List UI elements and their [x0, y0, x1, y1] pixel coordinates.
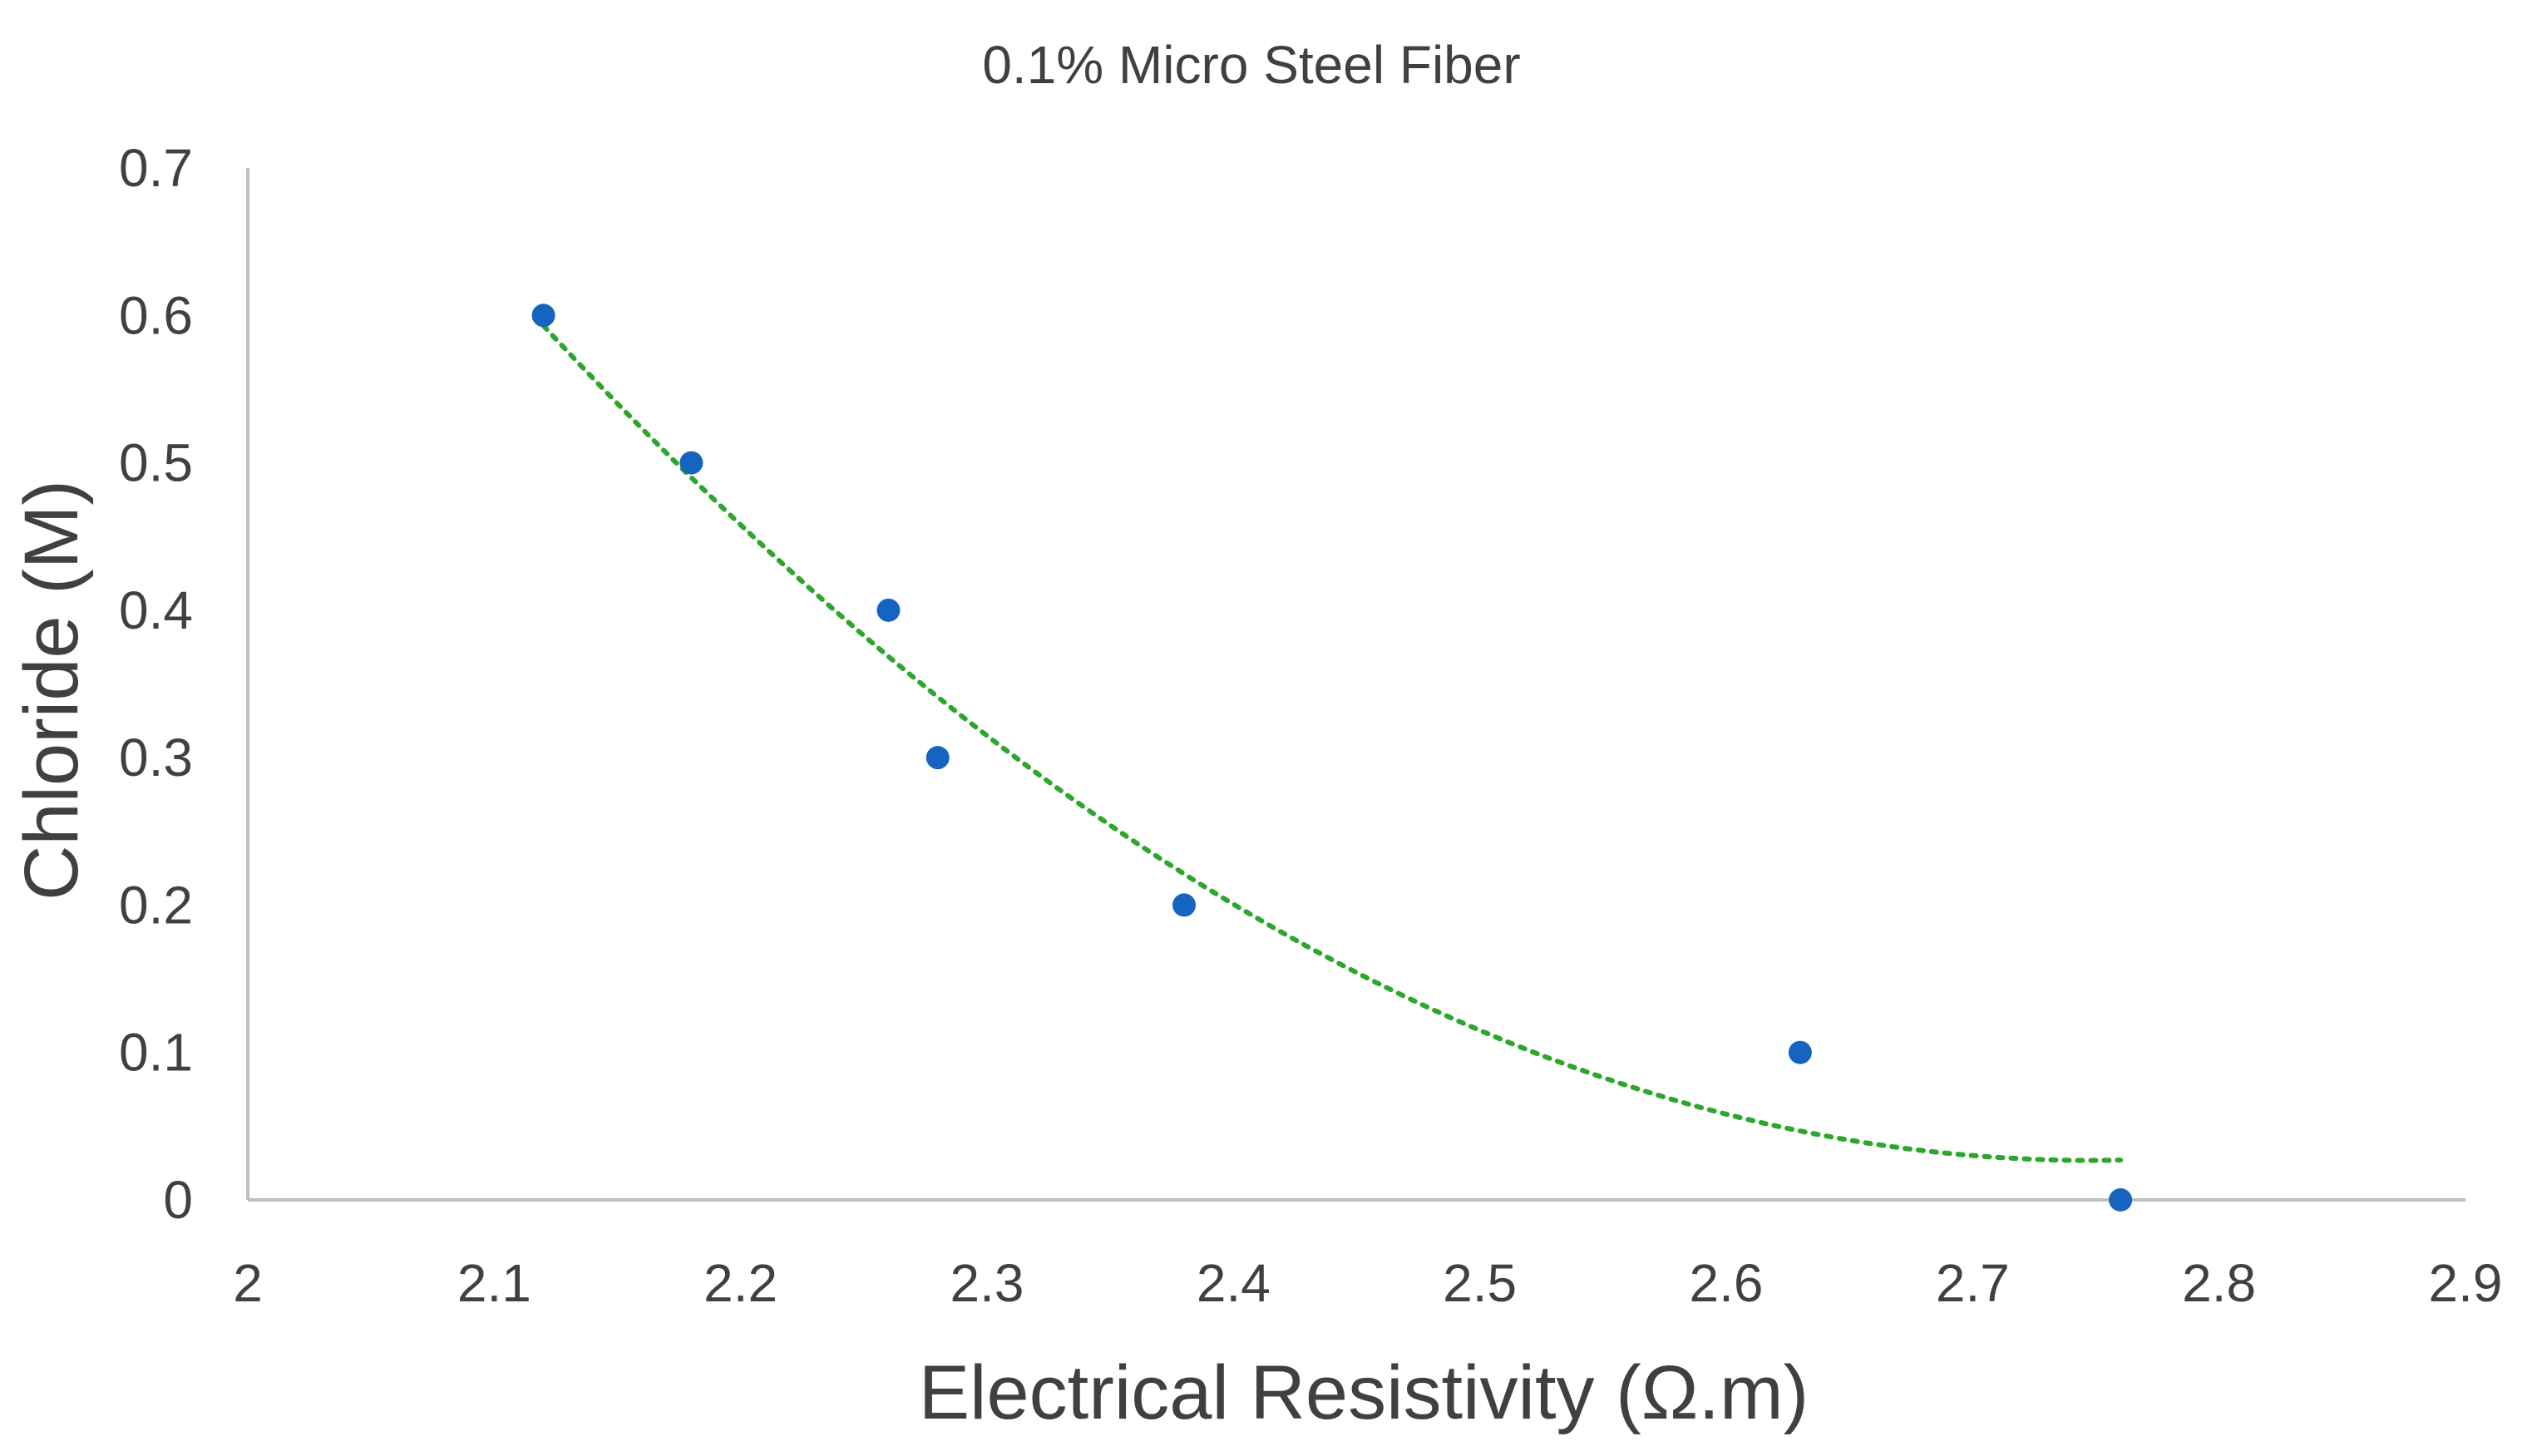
data-points: [531, 304, 2133, 1212]
x-tick-label: 2.3: [950, 1253, 1024, 1313]
chart-title: 0.1% Micro Steel Fiber: [982, 35, 1520, 95]
y-tick-label: 0.4: [119, 580, 193, 640]
x-tick-label: 2.6: [1690, 1253, 1764, 1313]
data-point: [1172, 893, 1197, 917]
y-tick-label: 0.5: [119, 433, 193, 493]
x-tick-label: 2.5: [1443, 1253, 1517, 1313]
y-axis-ticks: 0 0.1 0.2 0.3 0.4 0.5 0.6 0.7: [119, 138, 193, 1230]
x-tick-label: 2.8: [2182, 1253, 2256, 1313]
y-tick-label: 0.1: [119, 1023, 193, 1083]
y-tick-label: 0.3: [119, 728, 193, 787]
y-tick-label: 0.6: [119, 285, 193, 345]
data-point: [876, 598, 901, 622]
data-point: [925, 746, 950, 770]
trendline: [540, 323, 2124, 1163]
y-axis-title: Chloride (M): [9, 480, 94, 901]
y-tick-label: 0.7: [119, 138, 193, 198]
x-tick-label: 2.2: [703, 1253, 777, 1313]
data-point: [679, 451, 703, 475]
x-axis-ticks: 2 2.1 2.2 2.3 2.4 2.5 2.6 2.7 2.8 2.9: [233, 1253, 2502, 1313]
y-tick-label: 0: [163, 1170, 193, 1230]
data-point: [1788, 1040, 1812, 1064]
x-axis-title: Electrical Resistivity (Ω.m): [919, 1350, 1809, 1435]
x-tick-label: 2: [233, 1253, 263, 1313]
x-tick-label: 2.1: [457, 1253, 531, 1313]
x-tick-label: 2.7: [1936, 1253, 2010, 1313]
y-tick-label: 0.2: [119, 875, 193, 935]
data-point: [2109, 1188, 2133, 1212]
data-point: [531, 304, 555, 328]
x-tick-label: 2.4: [1197, 1253, 1271, 1313]
x-tick-label: 2.9: [2429, 1253, 2503, 1313]
